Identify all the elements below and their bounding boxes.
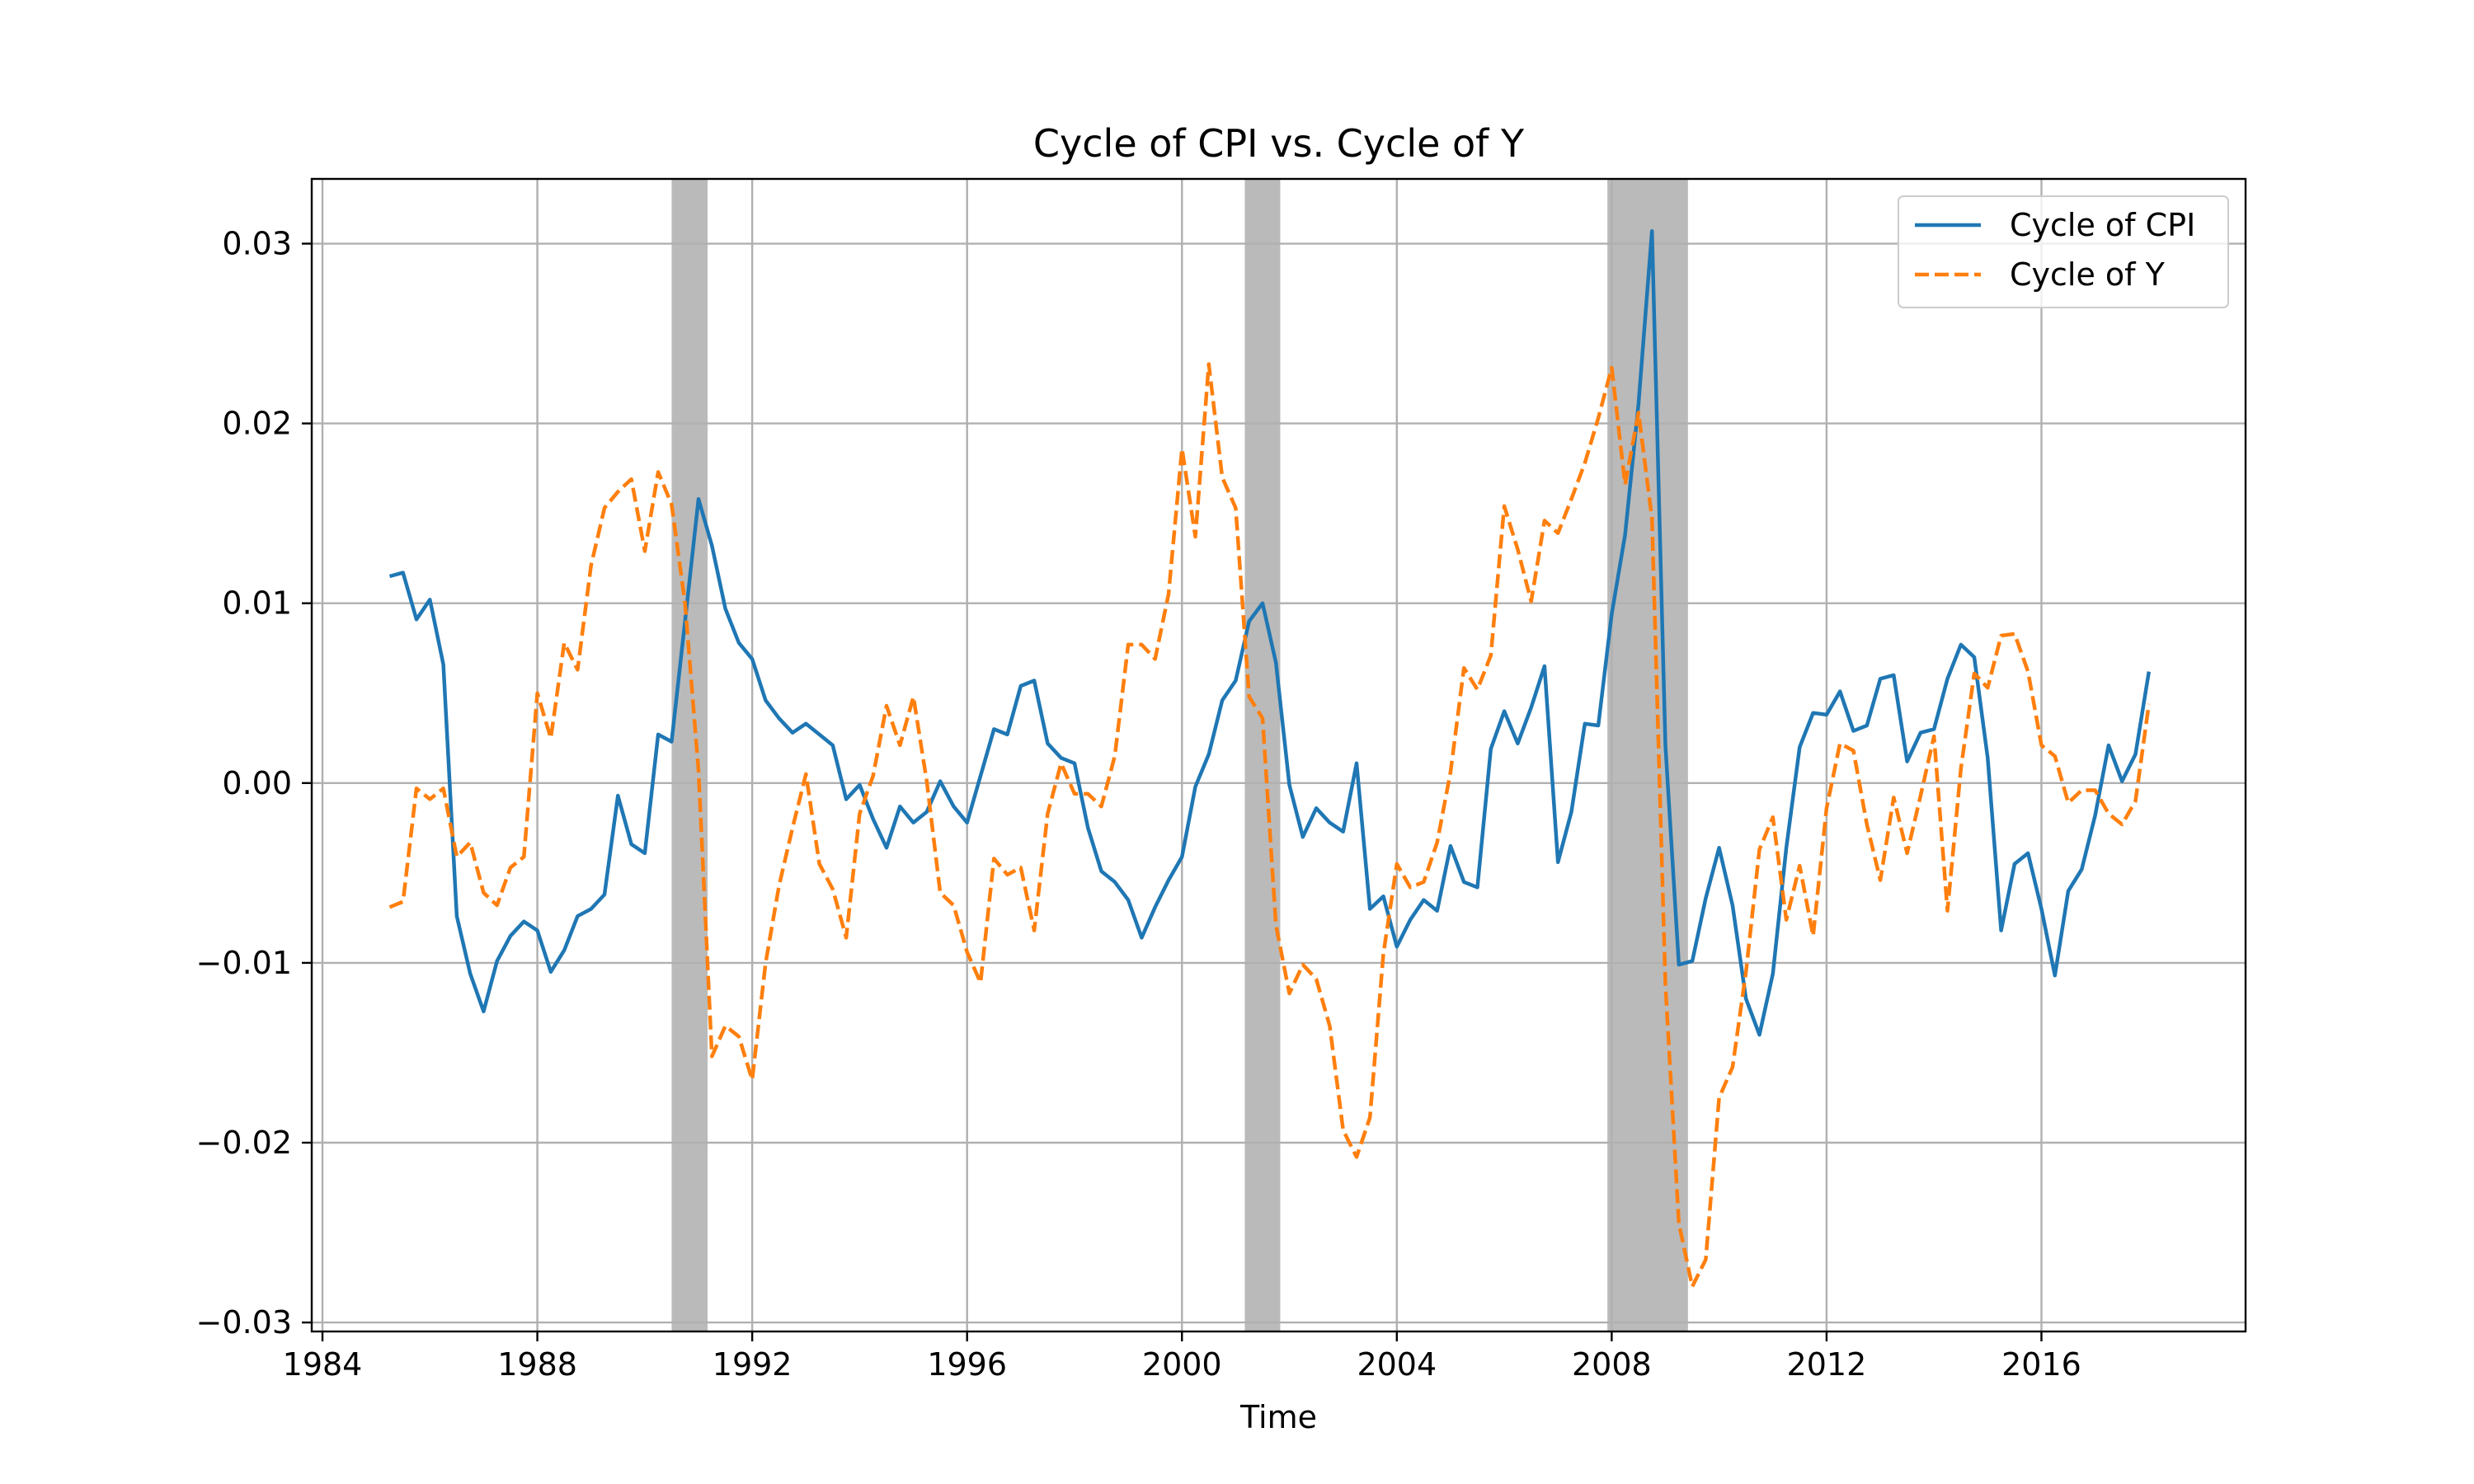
x-tick-label: 1992 [713, 1346, 793, 1383]
x-tick-label: 1996 [927, 1346, 1007, 1383]
x-tick-label: 2008 [1572, 1346, 1652, 1383]
x-tick-label: 2016 [2001, 1346, 2081, 1383]
y-axis-ticks: 0.03 0.02 0.01 0.00 −0.01 −0.02 −0.03 [196, 226, 312, 1341]
series-lines [388, 228, 2152, 1289]
legend-label-y: Cycle of Y [2010, 256, 2166, 293]
legend: Cycle of CPI Cycle of Y [1898, 195, 2229, 308]
recession-band-1 [1244, 179, 1281, 1331]
x-tick-label: 2004 [1357, 1346, 1437, 1383]
y-tick-label: 0.03 [222, 226, 292, 262]
y-tick-label: −0.02 [196, 1125, 292, 1161]
recession-band-0 [671, 179, 708, 1331]
plot-area-frame [310, 177, 2247, 1333]
y-tick-label: 0.01 [222, 585, 292, 622]
chart-title: Cycle of CPI vs. Cycle of Y [1033, 121, 1525, 166]
series-line-y [388, 362, 2152, 1289]
y-tick-label: 0.02 [222, 406, 292, 442]
x-tick-label: 1988 [497, 1346, 577, 1383]
y-tick-label: 0.00 [222, 765, 292, 801]
legend-label-cpi: Cycle of CPI [2010, 207, 2195, 243]
x-axis-label: Time [1239, 1399, 1317, 1435]
x-axis-ticks: 1984 1988 1992 1996 2000 2004 2008 2012 2016 [283, 1331, 2081, 1383]
series-line-cpi [388, 228, 2152, 1037]
x-tick-label: 2000 [1142, 1346, 1222, 1383]
y-tick-label: −0.01 [196, 945, 292, 981]
x-tick-label: 1984 [283, 1346, 363, 1383]
x-tick-label: 2012 [1787, 1346, 1867, 1383]
y-tick-label: −0.03 [196, 1304, 292, 1341]
